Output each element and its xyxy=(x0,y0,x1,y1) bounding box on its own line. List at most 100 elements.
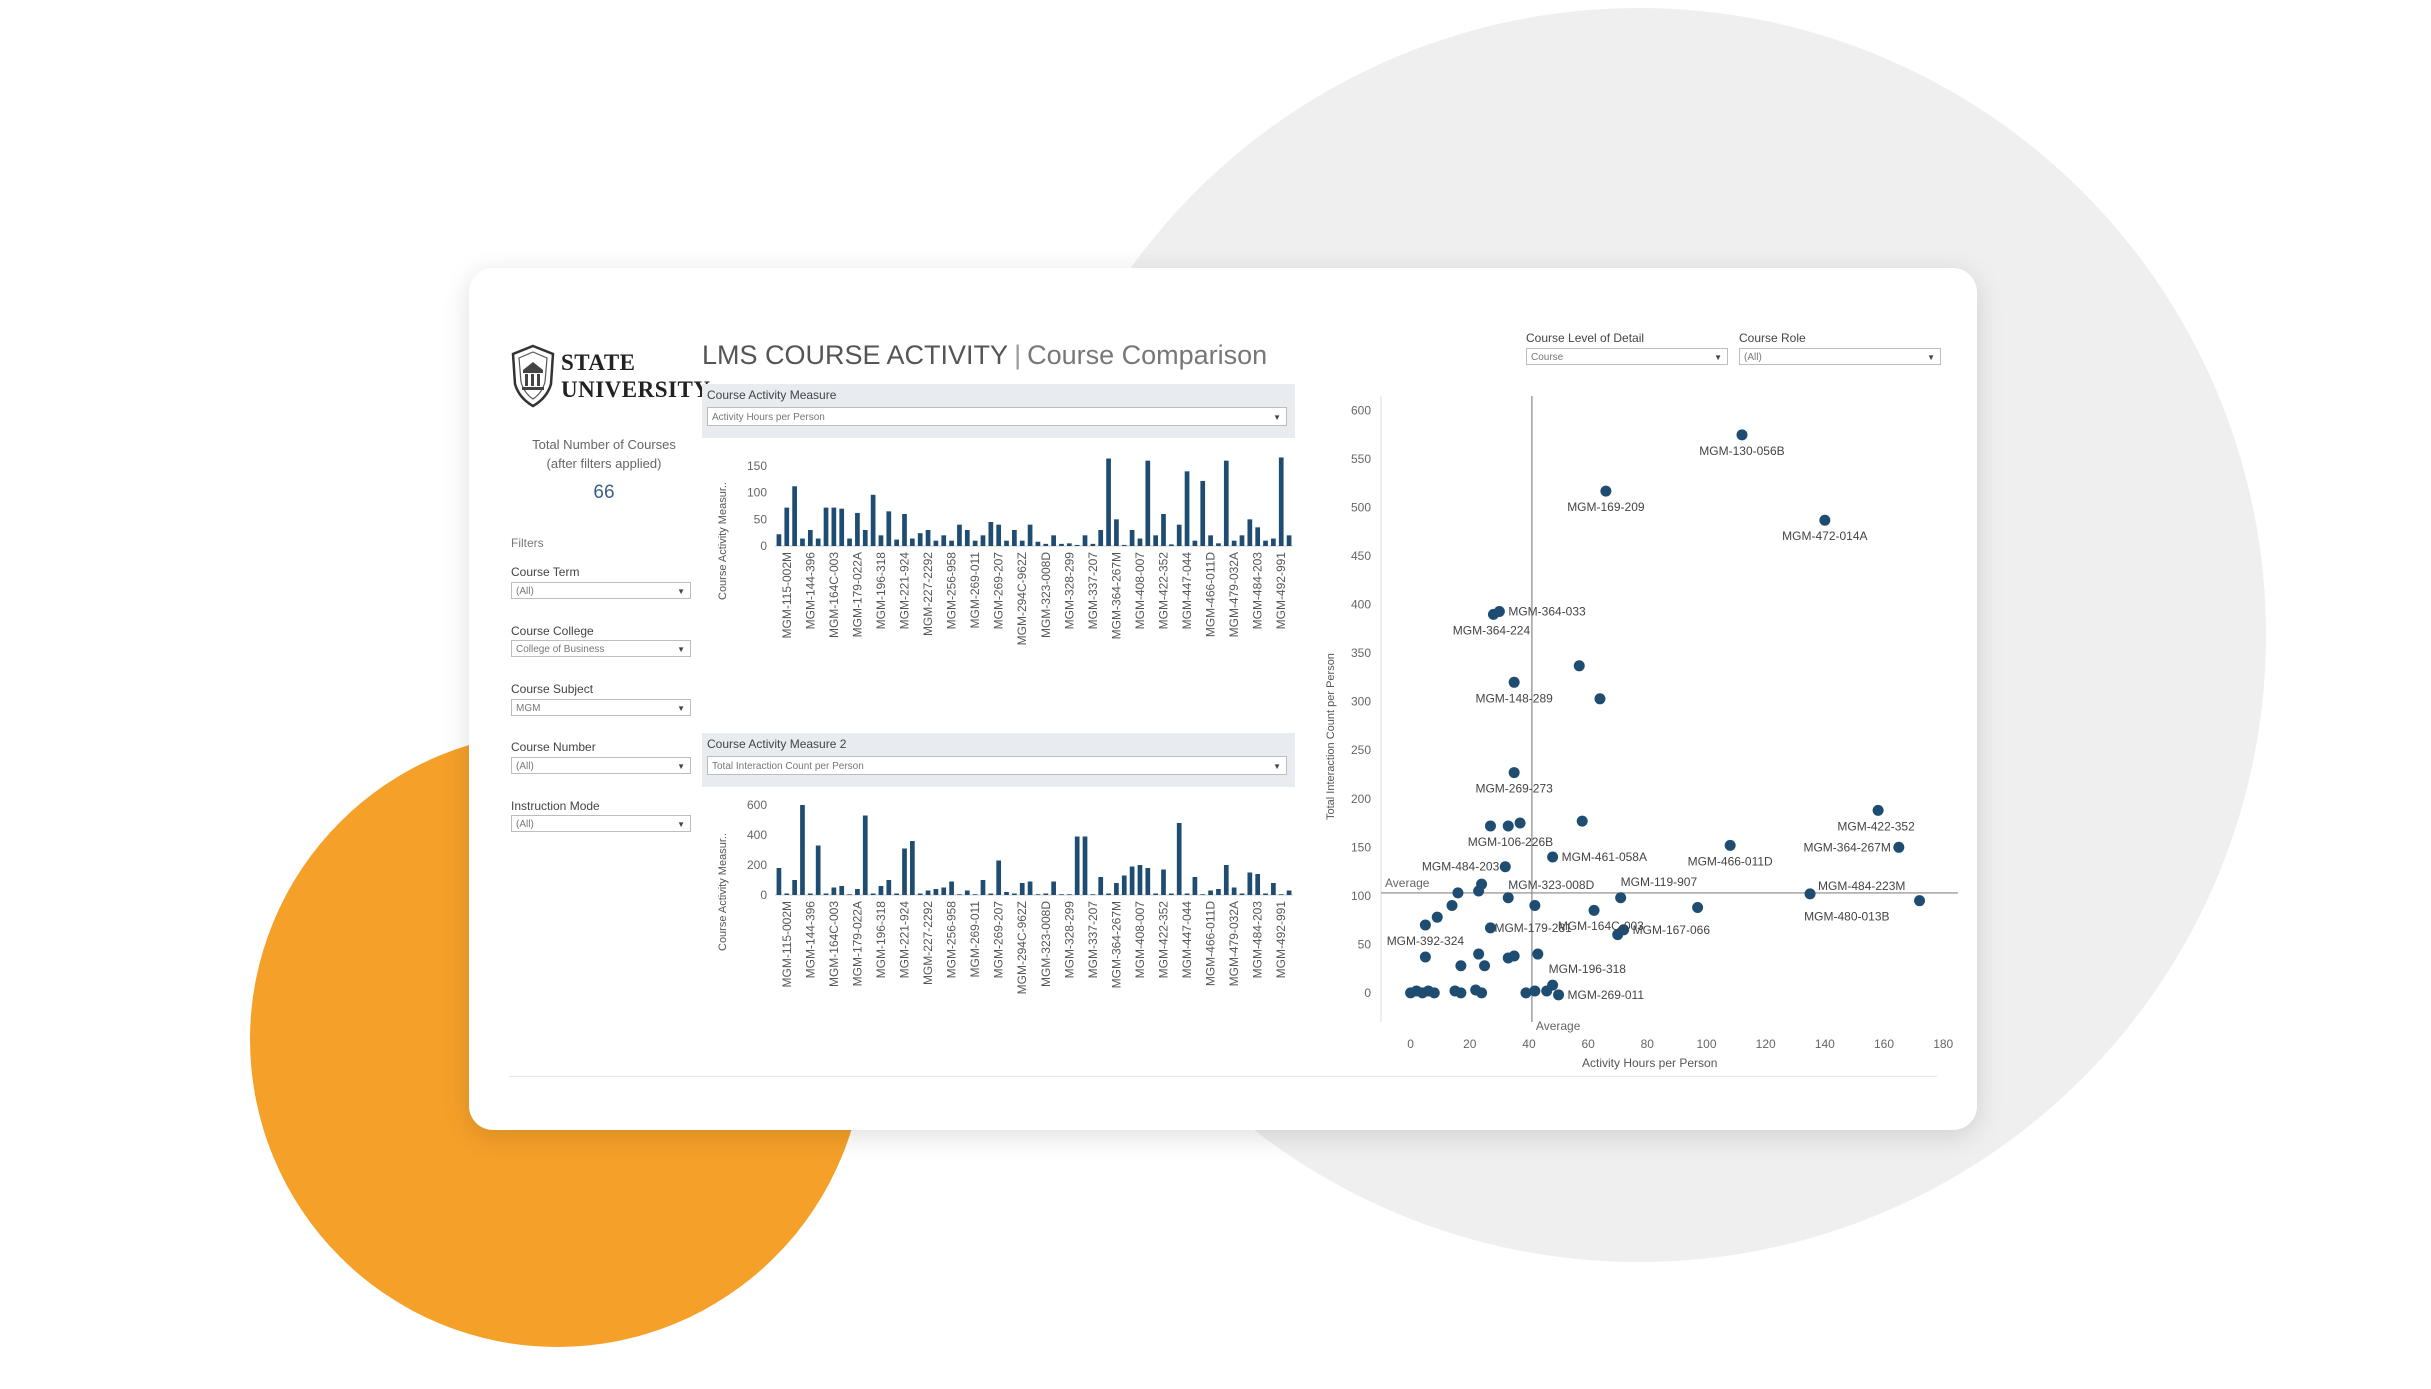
bar[interactable] xyxy=(1004,540,1009,546)
bar[interactable] xyxy=(1106,893,1111,896)
bar[interactable] xyxy=(917,533,923,546)
scatter-point[interactable] xyxy=(1600,485,1612,497)
bar[interactable] xyxy=(957,894,962,895)
bar[interactable] xyxy=(862,530,868,546)
bar[interactable] xyxy=(1216,543,1221,546)
bar[interactable] xyxy=(996,524,1002,546)
bar[interactable] xyxy=(1223,460,1229,546)
bar[interactable] xyxy=(870,494,876,546)
bar[interactable] xyxy=(855,512,860,546)
bar[interactable] xyxy=(784,893,790,896)
bar[interactable] xyxy=(1255,874,1261,895)
bar[interactable] xyxy=(988,893,994,896)
bar[interactable] xyxy=(957,524,962,546)
bar[interactable] xyxy=(1137,865,1143,895)
filter-course-term-select[interactable]: (All) ▼ xyxy=(511,582,691,599)
bar[interactable] xyxy=(1192,877,1198,895)
bar[interactable] xyxy=(1082,535,1088,546)
bar[interactable] xyxy=(1129,530,1135,546)
bar[interactable] xyxy=(1200,894,1206,895)
scatter-point[interactable] xyxy=(1499,861,1511,873)
scatter-point[interactable] xyxy=(1819,514,1831,526)
bar[interactable] xyxy=(855,889,860,895)
bar[interactable] xyxy=(792,486,797,546)
bar[interactable] xyxy=(1035,541,1041,546)
scatter-point[interactable] xyxy=(1615,892,1627,904)
bar[interactable] xyxy=(933,540,939,546)
bar[interactable] xyxy=(996,860,1002,896)
scatter-point[interactable] xyxy=(1446,900,1458,912)
scatter-point[interactable] xyxy=(1520,987,1532,999)
bar[interactable] xyxy=(1286,890,1292,896)
scatter-point[interactable] xyxy=(1514,817,1526,829)
bar[interactable] xyxy=(1019,883,1025,895)
bar[interactable] xyxy=(1153,535,1159,546)
bar[interactable] xyxy=(925,890,931,896)
bar[interactable] xyxy=(1043,543,1049,546)
bar[interactable] xyxy=(1129,866,1135,896)
scatter-point[interactable] xyxy=(1588,904,1600,916)
bar[interactable] xyxy=(1098,877,1104,895)
bar[interactable] xyxy=(807,530,813,546)
course-role-select[interactable]: (All) ▼ xyxy=(1739,348,1941,365)
bar[interactable] xyxy=(1184,471,1190,546)
bar[interactable] xyxy=(1114,883,1119,895)
bar[interactable] xyxy=(1216,889,1221,895)
bar[interactable] xyxy=(878,535,884,546)
scatter-point[interactable] xyxy=(1455,960,1467,972)
bar[interactable] xyxy=(776,534,782,546)
bar[interactable] xyxy=(1082,836,1088,896)
bar[interactable] xyxy=(1231,540,1237,546)
bar[interactable] xyxy=(949,540,954,546)
bar[interactable] xyxy=(1247,872,1253,896)
bar[interactable] xyxy=(909,841,915,895)
bar[interactable] xyxy=(1012,893,1017,896)
bar[interactable] xyxy=(1263,893,1268,896)
scatter-point[interactable] xyxy=(1724,839,1736,851)
bar[interactable] xyxy=(1027,881,1033,896)
bar[interactable] xyxy=(1012,530,1017,546)
filter-instruction-mode-select[interactable]: (All) ▼ xyxy=(511,815,691,832)
scatter-point[interactable] xyxy=(1508,767,1520,779)
scatter-point[interactable] xyxy=(1553,989,1565,1001)
bar[interactable] xyxy=(1239,535,1245,546)
scatter-point[interactable] xyxy=(1502,892,1514,904)
bar[interactable] xyxy=(1090,543,1096,546)
bar[interactable] xyxy=(1066,894,1072,895)
bar[interactable] xyxy=(988,522,994,546)
scatter-point[interactable] xyxy=(1419,919,1431,931)
bar[interactable] xyxy=(909,538,915,546)
bar[interactable] xyxy=(847,894,852,895)
scatter-point[interactable] xyxy=(1529,985,1541,997)
bar[interactable] xyxy=(886,511,892,546)
bar[interactable] xyxy=(1051,881,1056,896)
level-of-detail-select[interactable]: Course ▼ xyxy=(1526,348,1728,365)
bar[interactable] xyxy=(823,893,829,896)
bar[interactable] xyxy=(847,538,852,546)
bar[interactable] xyxy=(1208,890,1213,896)
scatter-point[interactable] xyxy=(1529,900,1541,912)
bar[interactable] xyxy=(800,805,805,895)
scatter-point[interactable] xyxy=(1532,948,1544,960)
bar[interactable] xyxy=(964,890,970,896)
filter-course-number-select[interactable]: (All) ▼ xyxy=(511,757,691,774)
bar[interactable] xyxy=(1114,519,1119,546)
bar[interactable] xyxy=(980,880,986,895)
scatter-point[interactable] xyxy=(1452,887,1464,899)
bar[interactable] xyxy=(1074,836,1080,896)
bar[interactable] xyxy=(1263,540,1268,546)
bar[interactable] xyxy=(1145,460,1151,546)
scatter-point[interactable] xyxy=(1576,815,1588,827)
scatter-point[interactable] xyxy=(1573,660,1585,672)
bar[interactable] xyxy=(1286,535,1292,546)
bar[interactable] xyxy=(1059,543,1064,546)
bar[interactable] xyxy=(1223,865,1229,895)
bar[interactable] xyxy=(1184,893,1190,896)
measure2-select[interactable]: Total Interaction Count per Person ▼ xyxy=(707,756,1287,775)
scatter-point[interactable] xyxy=(1487,608,1499,620)
bar[interactable] xyxy=(917,893,923,896)
scatter-point[interactable] xyxy=(1502,952,1514,964)
bar[interactable] xyxy=(870,893,876,896)
bar[interactable] xyxy=(831,507,837,546)
bar[interactable] xyxy=(1200,480,1206,546)
